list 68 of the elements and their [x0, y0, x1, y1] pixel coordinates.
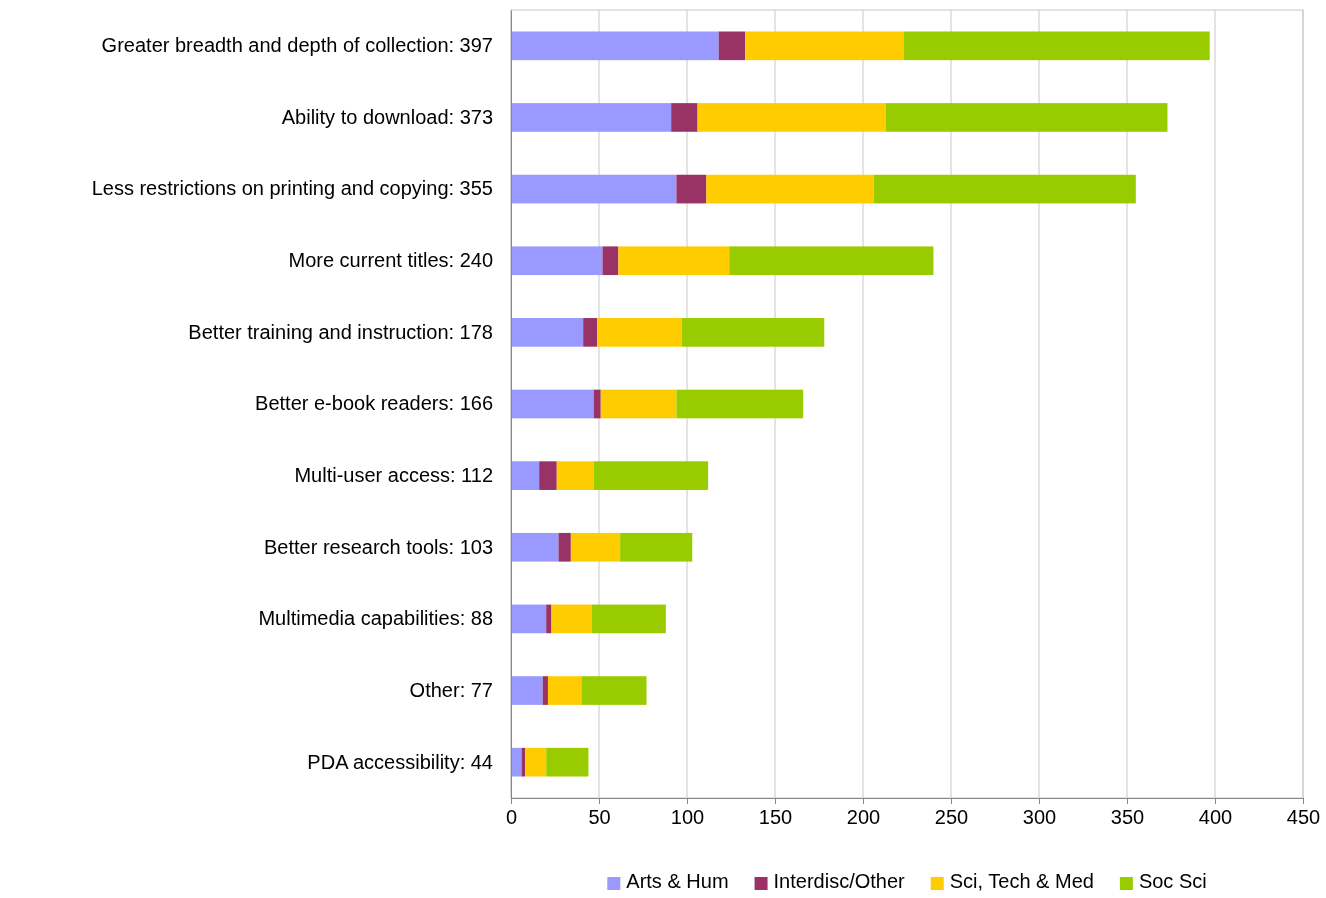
y-tick-label: Better training and instruction: 178 — [188, 320, 493, 343]
bar — [511, 246, 603, 276]
legend-label: Soc Sci — [1138, 870, 1207, 892]
bar — [583, 318, 598, 347]
x-tick-label: 100 — [670, 806, 705, 829]
y-tick-label: PDA accessibility: 44 — [307, 750, 493, 773]
y-tick-label: Less restrictions on printing and copying: 355 — [91, 177, 493, 200]
y-tick-label: Greater breadth and depth of collection: 397 — [101, 34, 493, 57]
bar — [681, 318, 825, 347]
bar — [597, 318, 682, 347]
bar — [600, 389, 677, 419]
y-tick-label: More current titles: 240 — [288, 249, 493, 272]
bar — [556, 461, 594, 490]
bar — [706, 174, 874, 204]
bar — [718, 31, 746, 61]
bar — [511, 318, 584, 347]
x-tick-label: 200 — [846, 806, 881, 829]
bar — [745, 31, 904, 61]
x-tick-label: 450 — [1286, 806, 1321, 829]
bar — [525, 747, 547, 777]
bar — [593, 461, 709, 490]
x-tick-label: 350 — [1110, 806, 1145, 829]
bar — [511, 389, 594, 419]
bar — [558, 532, 571, 562]
bar — [539, 461, 557, 490]
bar — [873, 174, 1136, 204]
x-tick-label: 0 — [505, 806, 518, 829]
bar — [697, 103, 886, 132]
bar — [542, 676, 548, 705]
bar — [511, 103, 672, 132]
bar — [511, 747, 522, 777]
bar — [570, 532, 621, 562]
legend-label: Sci, Tech & Med — [949, 870, 1094, 892]
x-tick-label: 250 — [934, 806, 969, 829]
bar — [511, 604, 547, 634]
x-tick-label: 50 — [588, 806, 611, 829]
bar — [676, 389, 804, 419]
y-tick-label: Other: 77 — [409, 678, 493, 701]
bar — [511, 461, 540, 490]
bar — [511, 676, 543, 705]
bar — [620, 532, 693, 562]
x-tick-label: 150 — [758, 806, 793, 829]
legend-label: Arts & Hum — [626, 870, 729, 892]
bar — [903, 31, 1210, 61]
x-tick-label: 400 — [1198, 806, 1233, 829]
bar — [593, 389, 601, 419]
bar — [602, 246, 619, 276]
legend-label: Interdisc/Other — [773, 870, 906, 892]
bar — [511, 31, 719, 61]
y-tick-label: Multi-user access: 112 — [294, 464, 493, 487]
y-tick-label: Multimedia capabilities: 88 — [258, 607, 493, 630]
bar — [618, 246, 730, 276]
x-tick-label: 300 — [1022, 806, 1057, 829]
bar — [551, 604, 592, 634]
bar — [591, 604, 666, 634]
y-tick-label: Ability to download: 373 — [281, 105, 493, 128]
bar — [885, 103, 1168, 132]
bar — [511, 174, 677, 204]
bar — [511, 532, 559, 562]
bar — [671, 103, 698, 132]
bar — [546, 604, 552, 634]
y-tick-label: Better research tools: 103 — [263, 535, 493, 558]
y-tick-label: Better e-book readers: 166 — [255, 392, 493, 415]
bar — [581, 676, 647, 705]
bar — [546, 747, 589, 777]
bar — [676, 174, 707, 204]
bar — [729, 246, 934, 276]
bar — [547, 676, 582, 705]
